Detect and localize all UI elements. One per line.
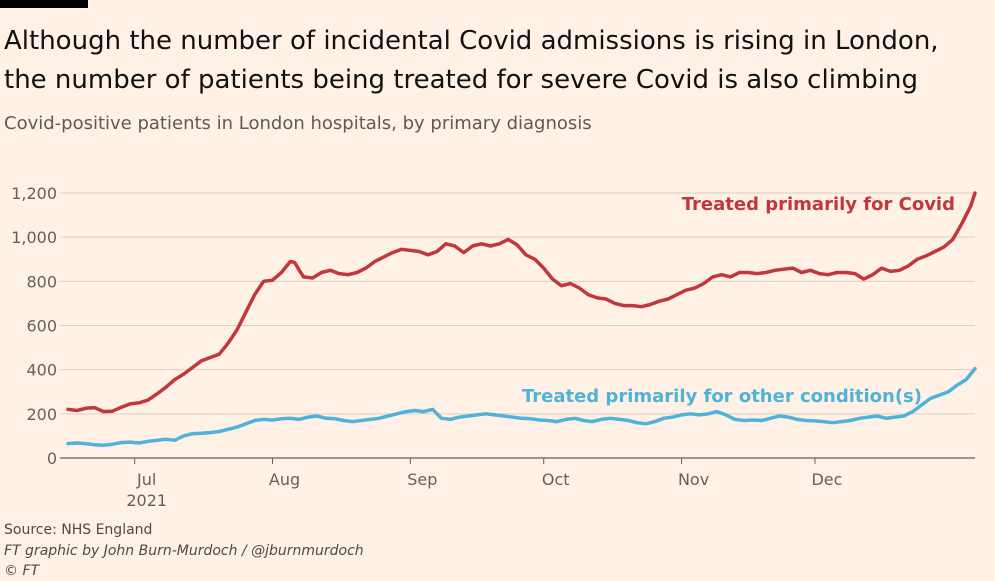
x-tick-label-dec: Dec — [811, 470, 842, 489]
series-line-other — [66, 366, 977, 447]
x-tick-label-oct: Oct — [542, 470, 570, 489]
chart-title: Although the number of incidental Covid … — [4, 22, 989, 100]
y-axis-ticks: 0 200 400 600 800 1,000 1,200 — [11, 184, 57, 468]
x-tick-label-jul: Jul — [136, 470, 156, 489]
ft-logo: © FT — [4, 563, 40, 579]
graphic-credit: FT graphic by John Burn-Murdoch / @jburn… — [4, 543, 364, 559]
y-tick-label-0: 0 — [47, 449, 57, 468]
x-tick-label-sep: Sep — [407, 470, 437, 489]
y-tick-label-1000: 1,000 — [11, 228, 57, 247]
top-bar — [0, 0, 88, 8]
grid-layer — [60, 192, 975, 459]
y-tick-label-400: 400 — [26, 361, 57, 380]
y-tick-label-200: 200 — [26, 405, 57, 424]
x-axis-ticks: Jul 2021 Aug Sep Oct Nov Dec — [126, 458, 842, 510]
y-tick-label-1200: 1,200 — [11, 184, 57, 203]
x-tick-sublabel-year: 2021 — [126, 491, 167, 510]
series-label-covid: Treated primarily for Covid — [682, 194, 955, 215]
x-tick-label-aug: Aug — [269, 470, 300, 489]
y-tick-label-600: 600 — [26, 317, 57, 336]
x-tick-label-nov: Nov — [678, 470, 709, 489]
source-note: Source: NHS England — [4, 522, 153, 538]
title-line-1: Although the number of incidental Covid … — [4, 26, 939, 56]
title-line-2: the number of patients being treated for… — [4, 65, 918, 95]
series-labels: Treated primarily for Covid Treated prima… — [522, 194, 955, 407]
series-line-covid — [66, 191, 977, 414]
series-label-other: Treated primarily for other condition(s) — [522, 386, 922, 407]
chart-subtitle: Covid-positive patients in London hospit… — [4, 113, 592, 134]
series-layer — [66, 191, 977, 447]
y-tick-label-800: 800 — [26, 272, 57, 291]
